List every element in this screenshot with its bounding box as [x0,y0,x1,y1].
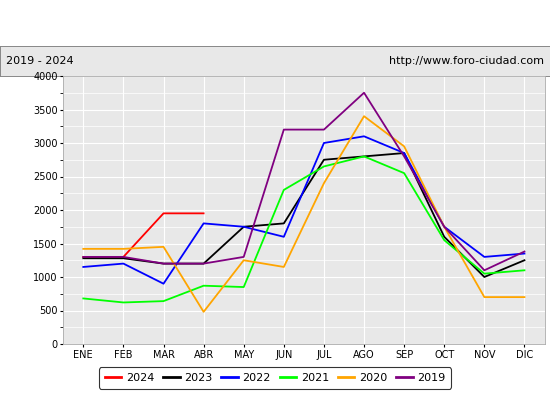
Legend: 2024, 2023, 2022, 2021, 2020, 2019: 2024, 2023, 2022, 2021, 2020, 2019 [99,368,451,388]
Text: Evolucion Nº Turistas Nacionales en el municipio de Guriezo: Evolucion Nº Turistas Nacionales en el m… [50,16,500,30]
Text: 2019 - 2024: 2019 - 2024 [6,56,73,66]
Text: http://www.foro-ciudad.com: http://www.foro-ciudad.com [389,56,544,66]
